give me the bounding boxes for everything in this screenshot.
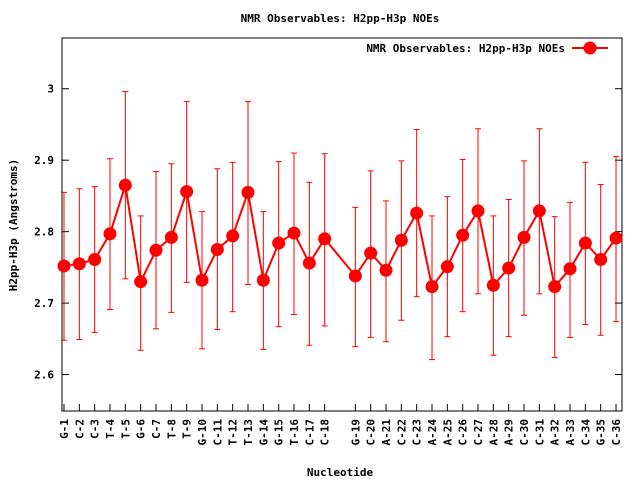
- plot-frame: [61, 37, 623, 412]
- data-point: [456, 228, 470, 242]
- y-tick-label: 2.9: [34, 154, 54, 167]
- x-tick-label: T-12: [227, 419, 240, 446]
- x-tick-label: C-17: [303, 419, 316, 446]
- data-point: [210, 243, 224, 257]
- data-point: [517, 230, 531, 244]
- data-point: [548, 280, 562, 294]
- data-point: [88, 253, 102, 267]
- data-point: [502, 261, 516, 275]
- x-tick-label: G-35: [595, 419, 608, 446]
- x-tick-label: G-1: [58, 419, 71, 439]
- x-tick-label: C-34: [579, 419, 592, 446]
- y-tick-label: 2.8: [34, 226, 54, 239]
- x-tick-label: T-13: [242, 419, 255, 446]
- x-tick-label: A-32: [549, 419, 562, 446]
- x-tick-label: T-9: [181, 419, 194, 439]
- x-tick-label: T-16: [288, 419, 301, 446]
- data-point: [118, 178, 132, 192]
- data-point: [164, 230, 178, 244]
- x-tick-label: G-6: [135, 419, 148, 439]
- data-point: [486, 278, 500, 292]
- y-tick-label: 2.6: [34, 369, 54, 382]
- data-point: [272, 236, 286, 250]
- legend-point-sample: [583, 41, 597, 55]
- data-point: [134, 275, 148, 289]
- x-tick-label: C-20: [365, 419, 378, 446]
- data-series: [57, 91, 623, 361]
- data-point: [226, 229, 240, 243]
- x-tick-label: T-8: [165, 419, 178, 439]
- data-point: [563, 262, 577, 276]
- y-tick-label: 3: [47, 83, 54, 96]
- x-tick-label: G-10: [196, 419, 209, 446]
- x-tick-label: C-22: [395, 419, 408, 446]
- x-tick-label: T-4: [104, 419, 117, 439]
- x-tick-label: C-23: [411, 419, 424, 446]
- x-tick-label: C-3: [89, 419, 102, 439]
- x-tick-label: C-30: [518, 419, 531, 446]
- x-tick-label: A-28: [487, 419, 500, 446]
- legend-label: NMR Observables: H2pp-H3p NOEs: [366, 42, 565, 55]
- data-point: [103, 227, 117, 241]
- data-point: [348, 269, 362, 283]
- x-tick-label: A-24: [426, 419, 439, 446]
- data-point: [149, 243, 163, 257]
- x-tick-label: C-26: [457, 419, 470, 446]
- data-point: [425, 280, 439, 294]
- y-tick-label: 2.7: [34, 297, 54, 310]
- x-tick-label: T-5: [119, 419, 132, 439]
- data-point: [241, 185, 255, 199]
- x-tick-label: C-2: [73, 419, 86, 439]
- data-point: [318, 232, 332, 246]
- x-tick-label: A-33: [564, 419, 577, 446]
- x-tick-label: A-29: [503, 419, 516, 446]
- data-point: [394, 233, 408, 247]
- x-tick-label: C-18: [319, 419, 332, 446]
- x-tick-label: C-27: [472, 419, 485, 446]
- x-axis-label: Nucleotide: [307, 466, 374, 479]
- data-point: [287, 226, 301, 240]
- data-point: [609, 231, 623, 245]
- data-point: [440, 260, 454, 274]
- x-tick-label: A-21: [380, 419, 393, 446]
- data-point: [256, 273, 270, 287]
- chart-title: NMR Observables: H2pp-H3p NOEs: [241, 12, 440, 25]
- data-point: [410, 206, 424, 220]
- x-tick-label: A-25: [441, 419, 454, 446]
- legend: NMR Observables: H2pp-H3p NOEs: [366, 41, 608, 55]
- data-point: [302, 256, 316, 270]
- data-point: [471, 204, 485, 218]
- axes: 2.6 2.7 2.8 2.9 3 G-1 C-2 C-3 T-4 T-5 G-6 C-7 T-8 T-9…: [34, 83, 623, 446]
- data-point: [594, 253, 608, 267]
- data-point: [379, 263, 393, 277]
- x-tick-label: G-14: [257, 419, 270, 446]
- data-point: [57, 259, 71, 273]
- data-point: [578, 236, 592, 250]
- x-tick-label: G-19: [349, 419, 362, 446]
- x-tick-label: C-7: [150, 419, 163, 439]
- data-point: [72, 257, 86, 271]
- x-tick-label: C-11: [211, 419, 224, 446]
- data-point: [180, 185, 194, 199]
- data-point: [195, 273, 209, 287]
- series-line: [63, 184, 617, 290]
- x-tick-label: C-36: [610, 419, 623, 446]
- data-point: [532, 204, 546, 218]
- y-axis-label: H2pp-H3p (Angstroms): [7, 159, 20, 291]
- x-tick-label: G-15: [273, 419, 286, 446]
- x-tick-label: C-31: [533, 419, 546, 446]
- data-point: [364, 246, 378, 260]
